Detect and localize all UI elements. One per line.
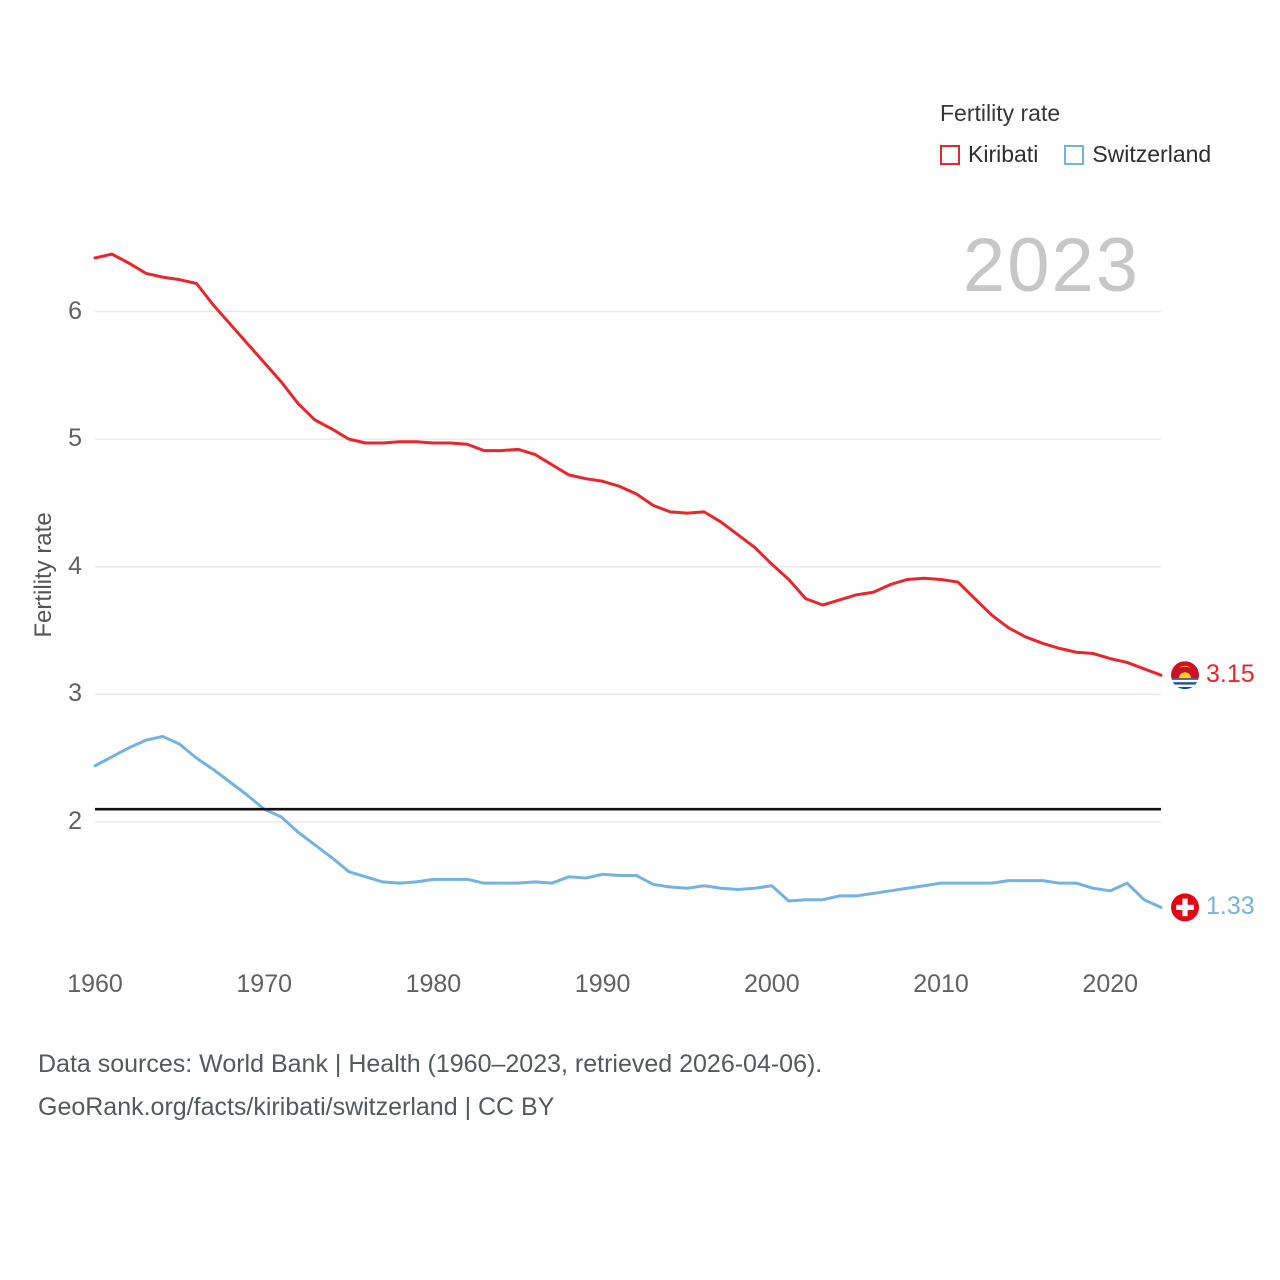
y-tick-label: 5 bbox=[68, 424, 82, 453]
x-tick-label: 1980 bbox=[405, 970, 462, 998]
attribution-link[interactable]: GeoRank.org/facts/kiribati/switzerland |… bbox=[38, 1093, 555, 1121]
x-tick-label: 1990 bbox=[574, 970, 631, 998]
kiribati-end-value: 3.15 bbox=[1206, 660, 1255, 689]
x-tick-label: 2010 bbox=[913, 970, 969, 998]
y-tick-label: 6 bbox=[68, 296, 82, 325]
x-tick-label: 2000 bbox=[744, 970, 800, 998]
x-tick-label: 1970 bbox=[236, 970, 293, 998]
switzerland-flag-icon bbox=[1171, 893, 1199, 922]
footer: Data sources: World Bank | Health (1960–… bbox=[38, 1050, 822, 1122]
kiribati-line bbox=[93, 252, 1163, 677]
kiribati-swatch-icon bbox=[940, 144, 960, 165]
y-tick-label: 4 bbox=[68, 551, 82, 580]
y-tick-label: 3 bbox=[68, 679, 82, 708]
y-tick-label: 2 bbox=[68, 806, 82, 835]
x-tick-label: 2020 bbox=[1082, 970, 1139, 998]
legend-items: Kiribati Switzerland bbox=[940, 141, 1211, 168]
legend-label: Switzerland bbox=[1092, 141, 1212, 167]
gridlines bbox=[95, 310, 1161, 823]
legend-title: Fertility rate bbox=[940, 100, 1061, 126]
switzerland-end-value: 1.33 bbox=[1206, 892, 1255, 921]
kiribati-flag-icon bbox=[1171, 661, 1199, 690]
legend-item-kiribati[interactable]: Kiribati bbox=[940, 141, 1038, 168]
data-sources-text: Data sources: World Bank | Health (1960–… bbox=[38, 1050, 823, 1078]
year-watermark: 2023 bbox=[962, 223, 1140, 308]
legend-item-switzerland[interactable]: Switzerland bbox=[1064, 141, 1211, 168]
x-axis-ticks: 1960 1970 1980 1990 2000 2010 2020 bbox=[0, 970, 1280, 1000]
legend: Fertility rate Kiribati Switzerland bbox=[940, 100, 1211, 168]
legend-label: Kiribati bbox=[968, 141, 1039, 167]
switzerland-swatch-icon bbox=[1064, 144, 1085, 165]
x-tick-label: 1960 bbox=[67, 970, 123, 998]
switzerland-line bbox=[93, 734, 1163, 909]
